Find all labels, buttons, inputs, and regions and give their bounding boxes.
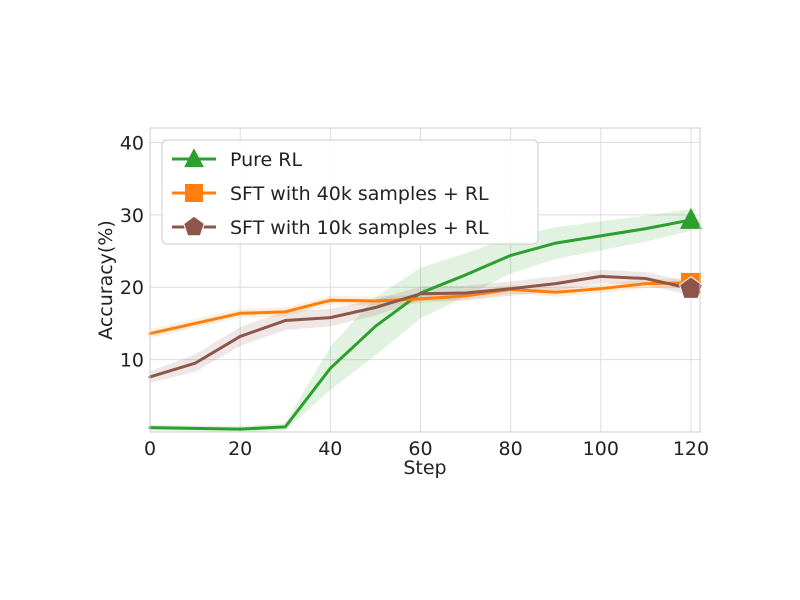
sft-with-40k-samples-rl-line <box>148 281 693 336</box>
legend-label: SFT with 10k samples + RL <box>230 217 489 239</box>
y-tick-label: 30 <box>120 205 144 227</box>
x-tick-label: 120 <box>673 438 709 460</box>
legend-marker-swatch <box>183 215 205 237</box>
legend-marker-swatch <box>184 148 204 168</box>
x-tick-label: 20 <box>228 438 252 460</box>
legend: Pure RL SFT with 40k samples + RL SFT with… <box>161 139 539 245</box>
x-tick-label: 40 <box>318 438 342 460</box>
y-axis-title: Accuracy(%) <box>95 220 117 340</box>
y-tick-label: 20 <box>120 277 144 299</box>
x-tick-label: 100 <box>583 438 619 460</box>
x-tick-label: 0 <box>144 438 156 460</box>
y-tick-label: 40 <box>120 132 144 154</box>
legend-label: Pure RL <box>230 149 302 171</box>
pure-rl-end-marker <box>679 207 702 229</box>
plot-frame <box>149 127 701 433</box>
x-axis-title: Step <box>403 457 446 479</box>
legend-label: SFT with 40k samples + RL <box>230 183 489 205</box>
y-tick-label: 10 <box>120 350 144 372</box>
series-lines <box>148 218 693 431</box>
x-tick-label: 80 <box>499 438 523 460</box>
sft-with-10k-samples-rl-line <box>148 274 693 379</box>
x-tick-label: 60 <box>408 438 432 460</box>
legend-marker-swatch <box>185 184 203 202</box>
tick-labels: 0 20 40 60 80 100 120 10 20 30 40 <box>120 132 709 460</box>
legend-box <box>161 139 539 245</box>
